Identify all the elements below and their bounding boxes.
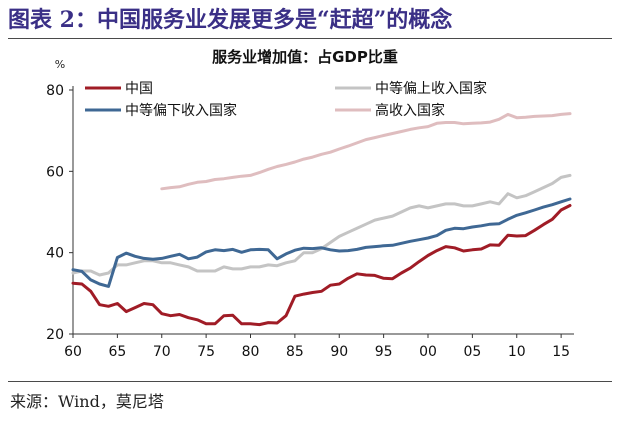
x-tick-label: 80 xyxy=(242,344,260,360)
x-tick-label: 15 xyxy=(552,344,570,360)
legend-label: 高收入国家 xyxy=(375,102,445,119)
x-tick-label: 10 xyxy=(508,344,526,360)
y-tick-label: 80 xyxy=(46,83,64,99)
y-tick-label: 60 xyxy=(46,164,64,180)
legend-label: 中等偏上收入国家 xyxy=(375,80,487,97)
x-tick-label: 65 xyxy=(108,344,126,360)
x-tick-label: 95 xyxy=(375,344,393,360)
figure-title: 图表 2：中国服务业发展更多是“赶超”的概念 xyxy=(8,7,453,33)
y-tick-label: 20 xyxy=(46,327,64,343)
x-tick-label: 60 xyxy=(64,344,82,360)
x-tick-label: 85 xyxy=(286,344,304,360)
source-note: 来源：Wind，莫尼塔 xyxy=(10,392,164,411)
top-rule xyxy=(8,38,612,39)
x-tick-label: 70 xyxy=(153,344,171,360)
series-layer xyxy=(71,112,572,327)
x-tick-label: 00 xyxy=(419,344,437,360)
y-axis-unit: % xyxy=(55,58,65,71)
series-line-china xyxy=(71,204,572,327)
x-tick-label: 05 xyxy=(463,344,481,360)
legend-label: 中等偏下收入国家 xyxy=(125,102,237,119)
series-line-lower-middle xyxy=(71,197,572,288)
x-tick-label: 75 xyxy=(197,344,215,360)
series-line-high xyxy=(160,112,572,191)
y-tick-label: 40 xyxy=(46,246,64,262)
bottom-rule xyxy=(8,381,612,382)
chart-title: 服务业增加值：占GDP比重 xyxy=(212,48,398,66)
legend-label: 中国 xyxy=(125,81,153,97)
axes: 20 40 60 80 60 65 70 75 80 85 90 95 00 05 10 15 xyxy=(46,83,574,360)
x-tick-label: 90 xyxy=(330,344,348,360)
